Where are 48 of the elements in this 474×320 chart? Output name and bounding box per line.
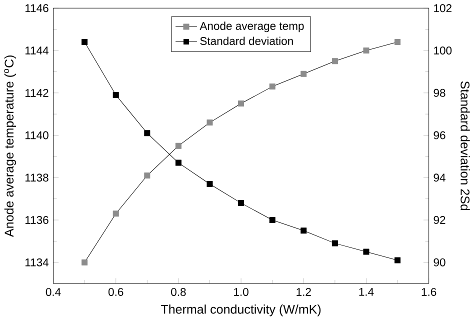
point [144,130,150,136]
x-axis-title: Thermal conductivity (W/mK) [160,304,321,316]
legend-label: Standard deviation [200,36,293,45]
point [175,142,182,149]
point [300,227,307,234]
point [269,216,276,223]
y2-axis-title: Standard deviation 2Sd [460,81,470,210]
y2-tick-label: 90 [434,258,446,266]
point [82,38,88,45]
point [144,172,150,178]
point [394,257,401,264]
y-tick-label: 1146 [25,4,48,12]
point [300,70,307,77]
point [363,47,370,54]
x-tick-label: 1.0 [234,288,248,296]
y2-tick-label: 98 [434,88,446,97]
point [332,240,338,246]
point [394,38,401,45]
y-tick-label: 1140 [25,131,48,140]
point [206,180,213,187]
point [82,259,88,266]
y2-tick-label: 92 [434,216,446,224]
point [238,200,244,206]
x-tick-label: 0.8 [171,288,186,296]
y2-tick-label: 100 [434,46,452,54]
point [206,119,213,126]
x-tick-label: 1.6 [422,288,436,296]
y-tick-label: 1134 [25,258,49,266]
point [112,210,119,216]
x-tick-label: 0.6 [108,288,124,296]
point [175,160,182,166]
y2-tick-label: 94 [434,173,446,182]
y2-tick-label: 102 [434,4,452,12]
y-tick-label: 1136 [25,216,48,224]
legend-label: Anode average temp [200,21,304,32]
x-tick-label: 1.2 [296,288,311,296]
y-tick-label: 1144 [25,46,49,54]
point [332,58,338,64]
y-tick-label: 1138 [25,173,48,182]
point [112,92,119,98]
y2-tick-label: 96 [434,131,446,140]
point [238,100,244,106]
y-axis-title: Anode average temperature ($^{o}$C) [4,55,16,237]
point [363,248,370,255]
x-tick-label: 0.4 [46,288,61,296]
point [269,83,276,90]
y-tick-label: 1142 [25,88,48,97]
x-tick-label: 1.4 [359,288,374,296]
